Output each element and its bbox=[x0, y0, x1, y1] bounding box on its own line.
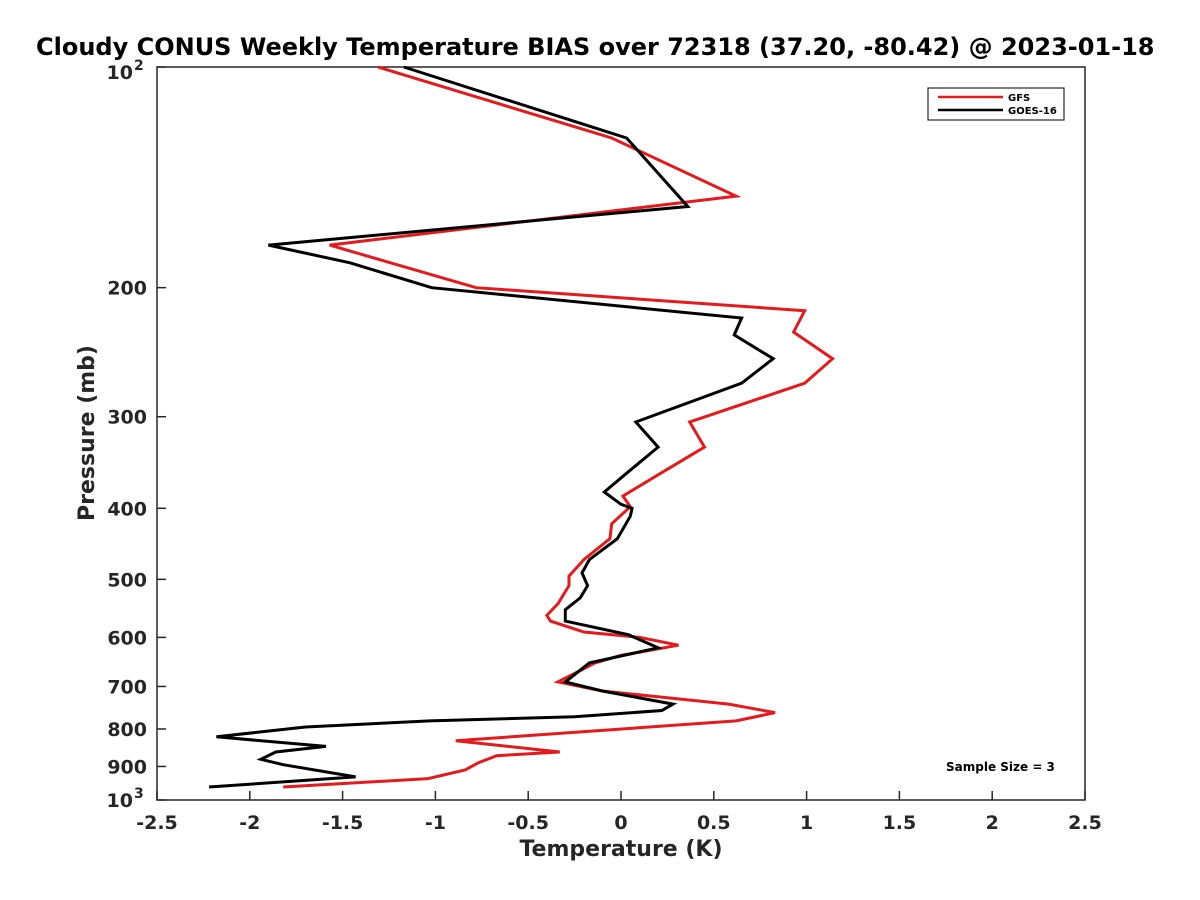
y-tick-label: 10 bbox=[107, 790, 133, 812]
y-tick-label: 700 bbox=[107, 676, 147, 698]
x-tick-label: 2.5 bbox=[1068, 812, 1102, 834]
x-tick-label: -1 bbox=[425, 812, 446, 834]
y-tick-label: 300 bbox=[107, 407, 147, 429]
y-tick-label: 500 bbox=[107, 569, 147, 591]
x-tick-label: 1.5 bbox=[883, 812, 917, 834]
series-line-gfs bbox=[283, 65, 836, 789]
legend-label-gfs: GFS bbox=[1008, 93, 1030, 104]
x-tick-label: -1.5 bbox=[322, 812, 364, 834]
sample-size-annotation: Sample Size = 3 bbox=[946, 760, 1055, 774]
series-line-goes16 bbox=[208, 65, 776, 789]
x-tick-label: -2 bbox=[239, 812, 260, 834]
legend: GFS GOES-16 bbox=[927, 87, 1065, 121]
x-tick-label: 1 bbox=[800, 812, 813, 834]
x-axis: -2.5 -2 -1.5 -1 -0.5 0 0.5 1 1.5 2 2.5 bbox=[136, 791, 1102, 834]
y-tick-exponent: 3 bbox=[134, 786, 144, 802]
x-tick-label: -0.5 bbox=[507, 812, 549, 834]
y-tick-exponent: 2 bbox=[134, 58, 144, 74]
legend-box bbox=[927, 87, 1065, 121]
x-tick-label: 2 bbox=[986, 812, 999, 834]
x-tick-label: 0.5 bbox=[697, 812, 731, 834]
y-tick-label: 200 bbox=[107, 278, 147, 300]
x-tick-label: 0 bbox=[614, 812, 627, 834]
legend-label-goes16: GOES-16 bbox=[1008, 106, 1057, 117]
y-tick-label: 400 bbox=[107, 498, 147, 520]
y-tick-label: 800 bbox=[107, 719, 147, 741]
y-tick-label: 900 bbox=[107, 756, 147, 778]
x-axis-title: Temperature (K) bbox=[519, 837, 722, 862]
y-axis-title: Pressure (mb) bbox=[75, 345, 100, 521]
series-lines bbox=[208, 65, 836, 789]
y-tick-label: 10 bbox=[107, 62, 133, 84]
plot-axes-box bbox=[156, 66, 1086, 801]
y-tick-label: 600 bbox=[107, 627, 147, 649]
x-tick-label: -2.5 bbox=[136, 812, 178, 834]
chart-title: Cloudy CONUS Weekly Temperature BIAS ove… bbox=[36, 33, 1154, 61]
